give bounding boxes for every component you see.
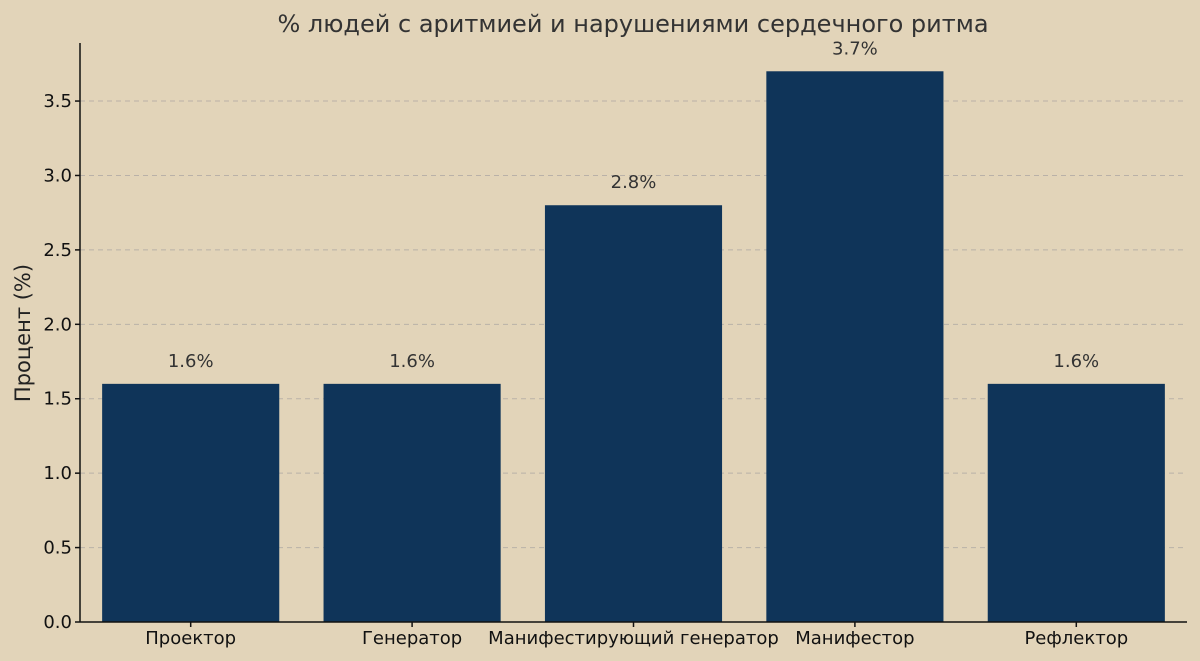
bar-value-label: 1.6% bbox=[1053, 351, 1099, 372]
bar-value-label: 3.7% bbox=[832, 38, 878, 59]
x-tick-label: Генератор bbox=[362, 628, 462, 649]
x-tick-label: Рефлектор bbox=[1024, 628, 1128, 649]
y-axis-title: Процент (%) bbox=[11, 264, 35, 402]
data-labels: 1.6% 1.6% 2.8% 3.7% 1.6% bbox=[168, 38, 1099, 372]
x-tick-label: Манифестирующий генератор bbox=[488, 628, 779, 649]
y-tick-label: 0.5 bbox=[43, 538, 72, 559]
x-tick-label: Проектор bbox=[145, 628, 236, 649]
y-tick-label: 3.5 bbox=[43, 91, 72, 112]
x-tick-labels: Проектор Генератор Манифестирующий генерат… bbox=[145, 628, 1128, 649]
y-tick-label: 3.0 bbox=[43, 165, 72, 186]
bar bbox=[102, 383, 280, 622]
y-tick-label: 2.5 bbox=[43, 240, 72, 261]
y-tick-label: 1.0 bbox=[43, 463, 72, 484]
x-tick-label: Манифестор bbox=[795, 628, 914, 649]
bar-value-label: 2.8% bbox=[611, 172, 657, 193]
bar bbox=[323, 383, 501, 622]
bar bbox=[987, 383, 1165, 622]
y-tick-label: 0.0 bbox=[43, 612, 72, 633]
bar bbox=[544, 205, 723, 622]
axes bbox=[75, 43, 1187, 627]
bar-value-label: 1.6% bbox=[389, 351, 435, 372]
bar-value-label: 1.6% bbox=[168, 351, 214, 372]
y-tick-label: 1.5 bbox=[43, 389, 72, 410]
chart-title: % людей с аритмией и нарушениями сердечн… bbox=[277, 10, 988, 38]
bars bbox=[102, 71, 1165, 622]
y-tick-label: 2.0 bbox=[43, 314, 72, 335]
y-tick-labels: 0.0 0.5 1.0 1.5 2.0 2.5 3.0 3.5 bbox=[43, 91, 72, 633]
bar bbox=[766, 71, 944, 622]
